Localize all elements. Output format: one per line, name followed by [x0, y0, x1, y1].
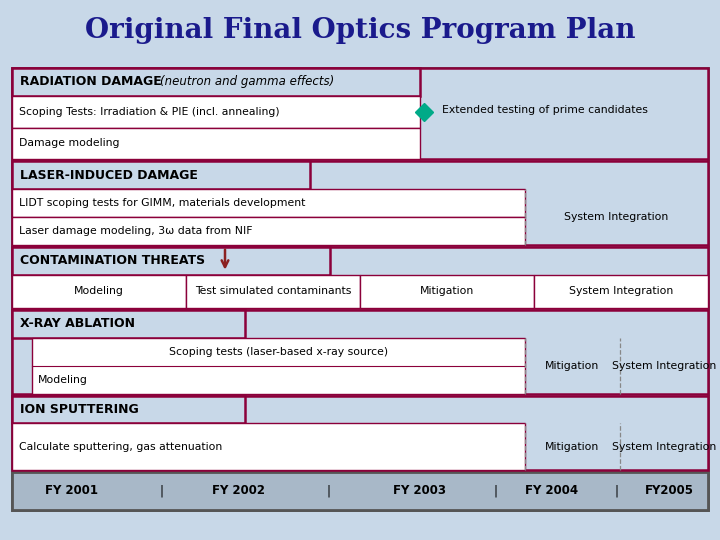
Bar [12, 68, 708, 159]
Text: X-RAY ABLATION: X-RAY ABLATION [20, 318, 135, 330]
Text: FY 2001: FY 2001 [45, 484, 98, 497]
Text: Scoping tests (laser-based x-ray source): Scoping tests (laser-based x-ray source) [169, 347, 388, 357]
Text: ION SPUTTERING: ION SPUTTERING [20, 403, 139, 416]
Text: Mitigation: Mitigation [545, 442, 600, 452]
Text: FY 2003: FY 2003 [392, 484, 446, 497]
Bar [12, 472, 708, 510]
Bar [12, 247, 330, 274]
Text: System Integration: System Integration [569, 286, 673, 296]
Bar [12, 274, 186, 308]
Bar [12, 310, 708, 394]
Text: Modeling: Modeling [38, 375, 88, 384]
Text: Laser damage modeling, 3ω data from NIF: Laser damage modeling, 3ω data from NIF [19, 226, 253, 236]
Bar [12, 161, 708, 245]
Text: |: | [160, 484, 163, 497]
Text: Scoping Tests: Irradiation & PIE (incl. annealing): Scoping Tests: Irradiation & PIE (incl. … [19, 107, 279, 117]
Text: Test simulated contaminants: Test simulated contaminants [195, 286, 351, 296]
Text: Extended testing of prime candidates: Extended testing of prime candidates [442, 105, 648, 114]
Text: FY2005: FY2005 [645, 484, 694, 497]
Bar [12, 310, 245, 338]
Bar [12, 247, 708, 308]
Bar [12, 189, 525, 217]
Text: System Integration: System Integration [612, 442, 716, 452]
Text: Mitigation: Mitigation [420, 286, 474, 296]
Bar [12, 396, 708, 470]
Text: FY 2004: FY 2004 [525, 484, 578, 497]
Text: |: | [494, 484, 498, 497]
Bar [12, 68, 420, 96]
Text: RADIATION DAMAGE: RADIATION DAMAGE [20, 76, 162, 89]
Text: System Integration: System Integration [612, 361, 716, 371]
Text: Calculate sputtering, gas attenuation: Calculate sputtering, gas attenuation [19, 442, 222, 452]
Bar [360, 274, 534, 308]
Text: Mitigation: Mitigation [545, 361, 600, 371]
Bar [186, 274, 360, 308]
Bar [12, 217, 525, 245]
Bar [12, 96, 420, 127]
Text: FY 2002: FY 2002 [212, 484, 265, 497]
Bar [534, 274, 708, 308]
Text: |: | [614, 484, 618, 497]
Bar [12, 396, 245, 423]
Bar [12, 68, 708, 510]
Bar [32, 338, 525, 394]
Text: (neutron and gamma effects): (neutron and gamma effects) [160, 76, 334, 89]
Text: Modeling: Modeling [74, 286, 124, 296]
Bar [12, 161, 310, 189]
Text: LASER-INDUCED DAMAGE: LASER-INDUCED DAMAGE [20, 168, 198, 181]
Text: System Integration: System Integration [564, 212, 669, 222]
Text: CONTAMINATION THREATS: CONTAMINATION THREATS [20, 254, 205, 267]
Text: |: | [327, 484, 330, 497]
Bar [12, 127, 420, 159]
Bar [12, 423, 525, 470]
Text: Damage modeling: Damage modeling [19, 138, 120, 149]
Text: Original Final Optics Program Plan: Original Final Optics Program Plan [85, 17, 635, 44]
Text: LIDT scoping tests for GIMM, materials development: LIDT scoping tests for GIMM, materials d… [19, 198, 305, 208]
